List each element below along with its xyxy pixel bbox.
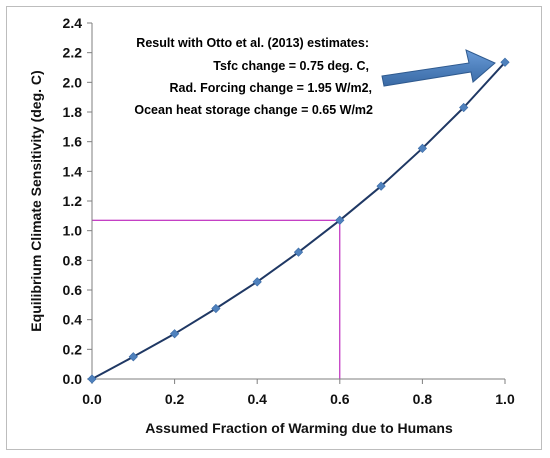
y-tick-label: 0.2 [63,341,83,357]
data-point [87,374,97,384]
y-tick-label: 0.8 [63,252,83,268]
y-tick-label: 1.8 [63,104,83,120]
x-axis-title: Assumed Fraction of Warming due to Human… [145,420,453,436]
y-tick-label: 0.6 [63,282,83,298]
y-tick-label: 0.4 [63,312,83,328]
y-tick-label: 1.4 [63,163,83,179]
y-tick-label: 2.4 [63,15,83,31]
x-tick-label: 0.2 [165,391,185,407]
data-point [128,352,138,362]
y-tick-label: 2.2 [63,45,83,61]
y-tick-label: 0.0 [63,371,83,387]
y-tick-label: 1.0 [63,223,83,239]
annotation-arrow [381,49,496,87]
x-tick-label: 0.0 [82,391,102,407]
annotation-line: Tsfc change = 0.75 deg. C, [213,59,369,73]
y-tick-label: 2.0 [63,74,83,90]
data-point [500,57,510,67]
annotation-line: Result with Otto et al. (2013) estimates… [136,36,369,50]
data-point [459,102,469,113]
x-tick-label: 1.0 [495,391,515,407]
y-tick-label: 1.6 [63,134,83,150]
x-tick-label: 0.6 [330,391,350,407]
data-point [293,247,304,257]
data-point [417,143,428,153]
annotation-line: Rad. Forcing change = 1.95 W/m2, [170,81,372,95]
y-axis-title: Equilibrium Climate Sensitivity (deg. C) [28,70,44,331]
data-point [211,303,221,314]
data-point [376,181,386,191]
data-point [252,277,262,287]
x-tick-label: 0.8 [413,391,433,407]
chart-frame [6,6,542,450]
data-point [335,215,345,225]
data-point [169,329,180,339]
y-tick-label: 1.2 [63,193,83,209]
annotation-line: Ocean heat storage change = 0.65 W/m2 [134,103,373,117]
x-tick-label: 0.4 [247,391,267,407]
